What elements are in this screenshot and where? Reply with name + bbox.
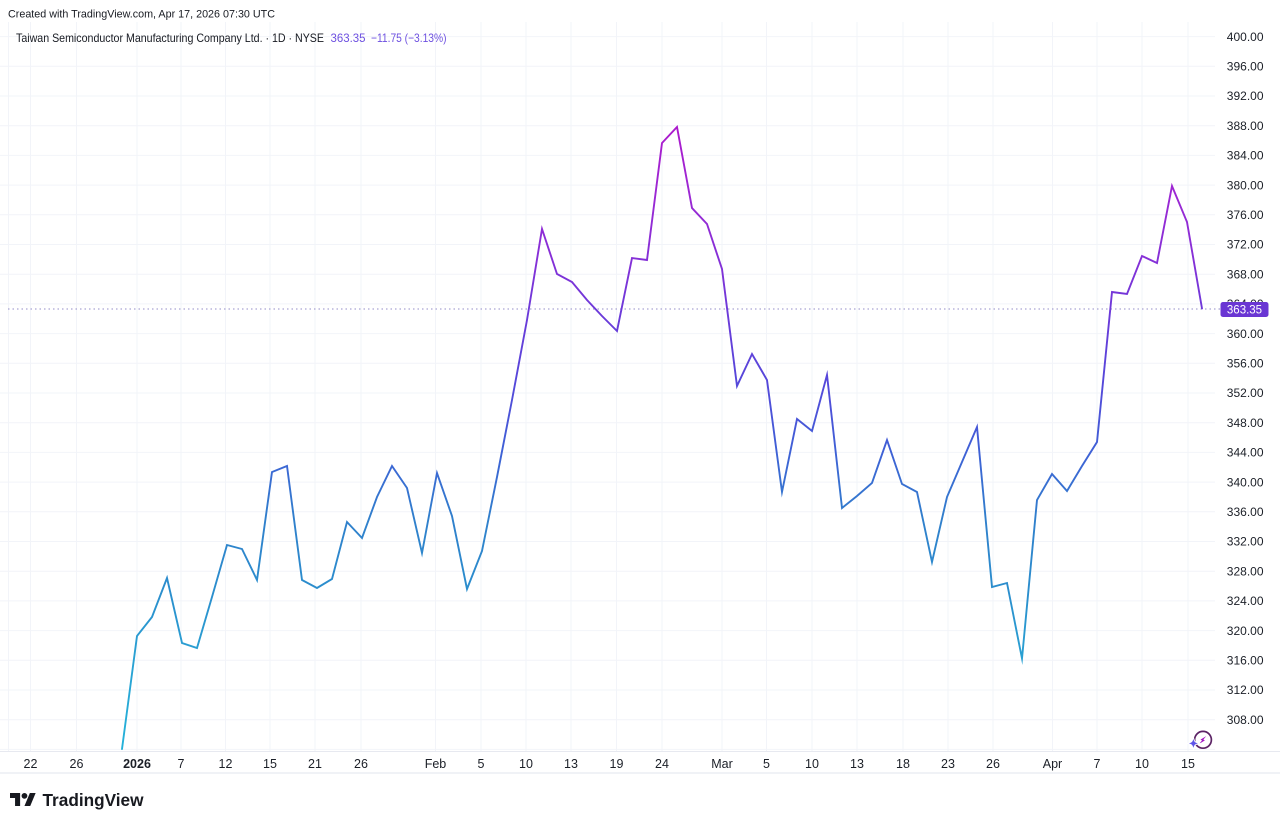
svg-text:Created with TradingView.com,: Created with TradingView.com, Apr 17, 20… — [8, 8, 275, 20]
svg-text:396.00: 396.00 — [1227, 60, 1264, 74]
svg-text:328.00: 328.00 — [1227, 564, 1264, 578]
svg-text:348.00: 348.00 — [1227, 416, 1264, 430]
svg-text:−11.75 (−3.13%): −11.75 (−3.13%) — [371, 31, 447, 45]
svg-text:12: 12 — [219, 757, 233, 771]
svg-text:344.00: 344.00 — [1227, 446, 1264, 460]
svg-text:5: 5 — [478, 757, 485, 771]
svg-text:22: 22 — [24, 757, 38, 771]
svg-text:308.00: 308.00 — [1227, 713, 1264, 727]
svg-text:15: 15 — [1181, 757, 1195, 771]
svg-text:336.00: 336.00 — [1227, 505, 1264, 519]
svg-text:13: 13 — [564, 757, 578, 771]
svg-text:Taiwan Semiconductor Manufactu: Taiwan Semiconductor Manufacturing Compa… — [16, 31, 324, 45]
svg-text:312.00: 312.00 — [1227, 683, 1264, 697]
svg-text:10: 10 — [1135, 757, 1149, 771]
svg-text:13: 13 — [850, 757, 864, 771]
svg-text:324.00: 324.00 — [1227, 594, 1264, 608]
svg-text:372.00: 372.00 — [1227, 238, 1264, 252]
svg-text:Feb: Feb — [425, 757, 447, 771]
svg-text:368.00: 368.00 — [1227, 267, 1264, 281]
svg-text:26: 26 — [70, 757, 84, 771]
svg-text:360.00: 360.00 — [1227, 327, 1264, 341]
svg-text:TradingView: TradingView — [43, 790, 145, 810]
svg-text:363.35: 363.35 — [1227, 304, 1262, 316]
svg-text:384.00: 384.00 — [1227, 149, 1264, 163]
svg-text:15: 15 — [263, 757, 277, 771]
svg-text:10: 10 — [805, 757, 819, 771]
svg-text:356.00: 356.00 — [1227, 357, 1264, 371]
svg-text:26: 26 — [986, 757, 1000, 771]
svg-text:316.00: 316.00 — [1227, 654, 1264, 668]
svg-text:24: 24 — [655, 757, 669, 771]
svg-text:7: 7 — [178, 757, 185, 771]
svg-text:Mar: Mar — [711, 757, 733, 771]
svg-text:21: 21 — [308, 757, 322, 771]
svg-text:352.00: 352.00 — [1227, 386, 1264, 400]
svg-text:18: 18 — [896, 757, 910, 771]
svg-text:392.00: 392.00 — [1227, 89, 1264, 103]
svg-text:363.35: 363.35 — [331, 31, 366, 45]
svg-text:19: 19 — [610, 757, 624, 771]
svg-text:400.00: 400.00 — [1227, 30, 1264, 44]
svg-text:376.00: 376.00 — [1227, 208, 1264, 222]
svg-text:380.00: 380.00 — [1227, 178, 1264, 192]
svg-text:388.00: 388.00 — [1227, 119, 1264, 133]
svg-text:23: 23 — [941, 757, 955, 771]
svg-text:10: 10 — [519, 757, 533, 771]
svg-text:332.00: 332.00 — [1227, 535, 1264, 549]
svg-text:Apr: Apr — [1043, 757, 1062, 771]
svg-text:7: 7 — [1094, 757, 1101, 771]
svg-text:26: 26 — [354, 757, 368, 771]
svg-text:2026: 2026 — [123, 757, 151, 771]
svg-text:5: 5 — [763, 757, 770, 771]
svg-text:340.00: 340.00 — [1227, 475, 1264, 489]
svg-text:320.00: 320.00 — [1227, 624, 1264, 638]
